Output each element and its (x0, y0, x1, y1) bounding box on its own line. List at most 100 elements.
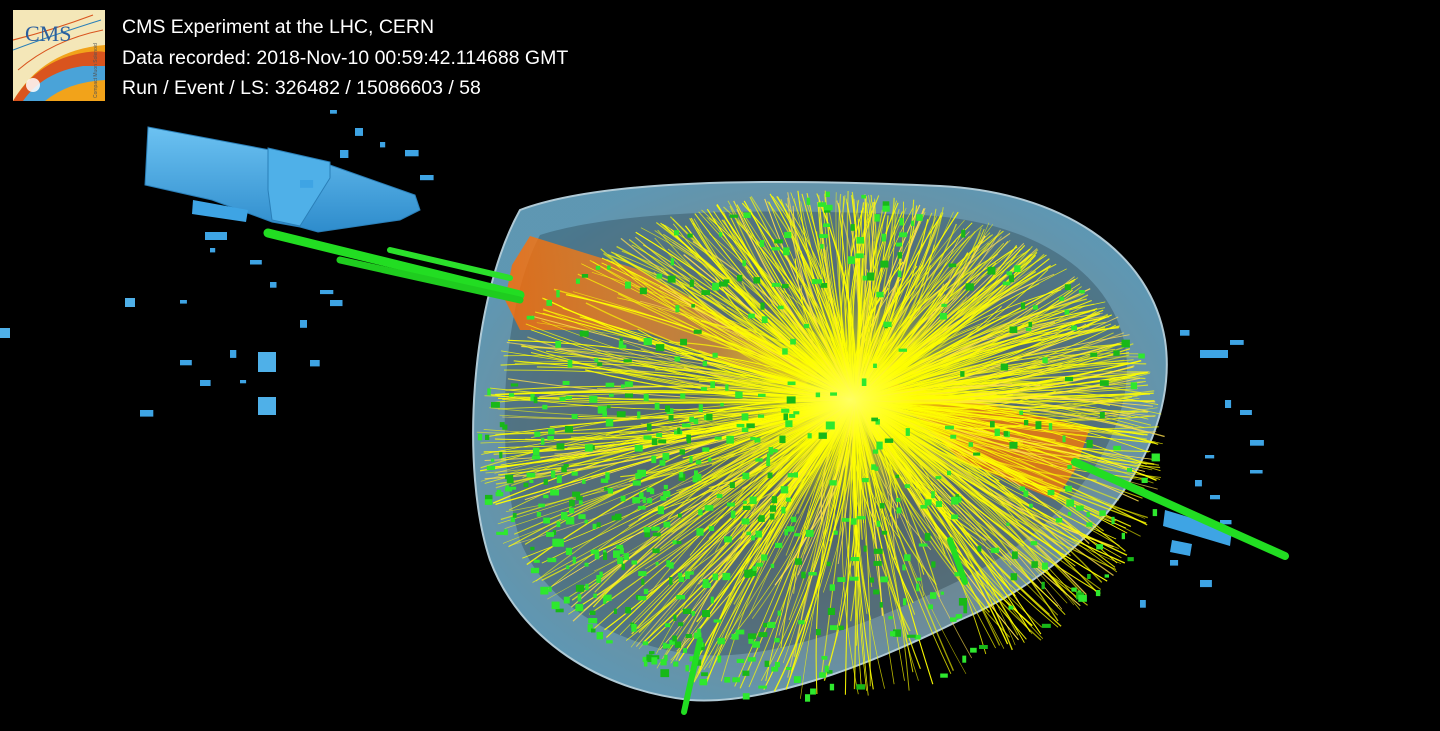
ecal-hit (735, 391, 743, 399)
ecal-hit (670, 258, 674, 266)
ecal-hit (754, 437, 761, 443)
ecal-hit (713, 619, 722, 623)
ecal-hit (575, 278, 580, 284)
ecal-hit (658, 439, 667, 444)
ecal-hit (505, 474, 514, 480)
ecal-hit (732, 677, 740, 683)
ecal-hit (780, 486, 789, 494)
ecal-hit (861, 194, 866, 199)
ecal-hit (1009, 441, 1018, 449)
ecal-hit (638, 571, 647, 577)
ecal-hit (699, 678, 708, 686)
ecal-hit (577, 594, 582, 602)
ecal-hit (882, 201, 890, 209)
ecal-hit (1064, 284, 1071, 291)
ecal-hit (712, 573, 718, 581)
ecal-hit (701, 290, 710, 295)
ecal-hit (737, 274, 743, 282)
muon-hits-small (140, 110, 1264, 608)
ecal-hit (873, 561, 882, 566)
ecal-hit (632, 480, 641, 486)
ecal-hit (881, 233, 886, 242)
ecal-hit (616, 411, 626, 418)
ecal-hit (827, 607, 835, 615)
ecal-hit (575, 604, 584, 612)
ecal-hit (893, 629, 902, 637)
ecal-hit (826, 670, 833, 674)
ecal-hit (668, 415, 674, 421)
ecal-hit (769, 513, 775, 520)
ecal-hit (1066, 499, 1075, 507)
ecal-hit (931, 561, 936, 568)
ecal-hit (1067, 511, 1072, 516)
ecal-hit (623, 553, 629, 560)
ecal-hit (742, 693, 750, 700)
ecal-hit (829, 480, 837, 486)
experiment-title: CMS Experiment at the LHC, CERN (122, 16, 435, 38)
ecal-hit (743, 500, 747, 504)
muon-chamber-block-5 (125, 298, 135, 307)
ecal-hit (543, 494, 549, 499)
data-recorded-line: Data recorded: 2018-Nov-10 00:59:42.1146… (122, 43, 568, 74)
ecal-hit (704, 505, 714, 511)
ecal-hit (566, 565, 570, 570)
ecal-hit (1008, 274, 1014, 283)
ecal-hit (584, 562, 589, 567)
ecal-hit (803, 323, 810, 329)
ecal-hit (783, 247, 790, 256)
ecal-hit (572, 491, 581, 497)
ecal-hit (1042, 357, 1048, 364)
ecal-hit (1096, 544, 1104, 550)
ecal-hit (1041, 581, 1045, 590)
ecal-hit (879, 602, 883, 608)
ecal-hit (1111, 516, 1115, 525)
ecal-hit (641, 578, 645, 585)
ecal-hit (597, 406, 607, 414)
ecal-hit (585, 583, 589, 591)
ecal-hit (702, 447, 710, 452)
ecal-hit (753, 277, 761, 284)
ecal-hit (794, 533, 800, 537)
ecal-hit (660, 659, 667, 666)
ecal-hit (1078, 594, 1087, 602)
ecal-hit (902, 564, 906, 571)
ecal-hit (918, 543, 928, 547)
ecal-hit (578, 514, 586, 519)
ecal-hit (729, 214, 738, 218)
ecal-hit (643, 393, 649, 402)
muon-chamber-block-1 (258, 352, 276, 372)
ecal-hit (717, 655, 722, 663)
muon-chamber-block-4 (1200, 350, 1228, 358)
ecal-hit (689, 416, 694, 423)
ecal-hit (930, 592, 937, 599)
ecal-hit (551, 470, 556, 478)
ecal-hit (1041, 623, 1051, 628)
ecal-hit (749, 569, 757, 577)
muon-track-upper-2 (336, 256, 524, 304)
ecal-hit (873, 363, 877, 368)
ecal-hit (755, 530, 762, 538)
cms-logo-graphic: CMS Compact Muon Solenoid (13, 10, 105, 101)
ecal-hit (1012, 551, 1018, 559)
ecal-hit (571, 413, 578, 419)
ecal-hit (579, 330, 589, 337)
muon-chambers (0, 126, 1232, 556)
ecal-hit (587, 624, 593, 633)
ecal-hit (624, 393, 633, 398)
ecal-hit (685, 634, 692, 638)
ecal-hit (819, 672, 826, 678)
muon-hit (330, 110, 337, 114)
ecal-hit (613, 608, 617, 614)
ecal-hit (686, 434, 691, 441)
ecal-hit (742, 472, 750, 480)
muon-hit (1205, 455, 1215, 459)
ecal-hit (907, 634, 916, 638)
ecal-hit (823, 223, 830, 227)
ecal-hit (895, 474, 900, 479)
ecal-hit (747, 633, 757, 639)
ecal-hit (716, 494, 723, 498)
ecal-hit (696, 528, 704, 536)
ecal-hit (668, 562, 674, 569)
